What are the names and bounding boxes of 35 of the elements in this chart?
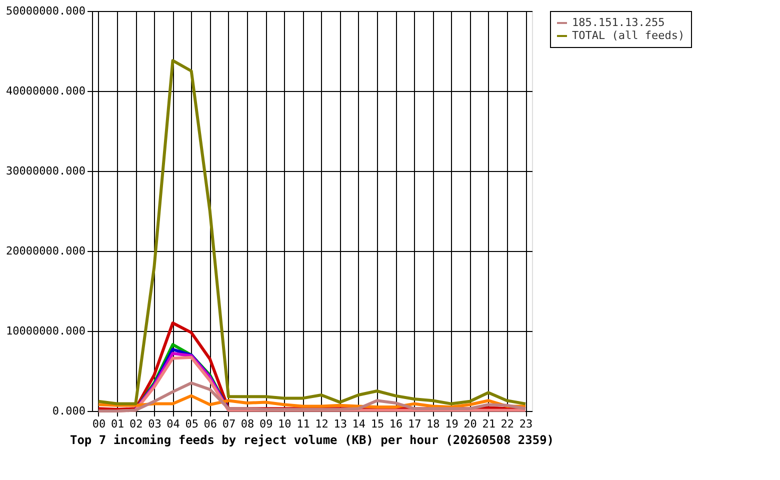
x-tick-label: 17 [408,418,422,430]
y-tick-label: 50000000.000 [6,4,86,18]
x-tick-label: 07 [222,418,236,430]
y-tick-label: 20000000.000 [6,244,86,258]
x-tick-label: 18 [426,418,440,430]
y-tick-label: 0.000 [52,404,86,418]
x-tick-label: 08 [240,418,254,430]
legend-label: TOTAL (all feeds) [572,29,685,42]
text: Top 7 incoming feeds by reject volume (KB) per hour (20260508 2359) [70,433,554,447]
x-tick-label: 15 [370,418,384,430]
x-tick-label: 02 [130,418,143,430]
x-tick-label: 13 [334,418,347,430]
x-tick-label: 06 [204,418,218,430]
x-tick-label: 04 [166,418,180,430]
x-tick-label: 19 [445,418,458,430]
x-tick-label: 22 [500,418,514,430]
x-tick-label: 10 [278,418,292,430]
x-tick-label: 23 [519,418,533,430]
x-tick-label: 03 [148,418,162,430]
line-series [97,382,527,412]
x-tick-label: 12 [315,418,328,430]
y-tick-label: 40000000.000 [6,84,86,98]
x-tick-label: 05 [185,418,198,430]
legend-label: 185.151.13.255 [572,16,665,29]
x-tick-label: 09 [259,418,273,430]
x-tick-label: 16 [389,418,403,430]
x-tick-label: 11 [296,418,310,430]
x-tick-label: 00 [92,418,106,430]
line-series [97,59,527,406]
x-tick-label: 01 [110,418,124,430]
x-tick-label: 14 [352,418,366,430]
y-tick-label: 30000000.000 [6,164,86,178]
x-tick-label: 20 [464,418,477,430]
y-tick-label: 10000000.000 [6,324,86,338]
x-tick-label: 21 [482,418,496,430]
